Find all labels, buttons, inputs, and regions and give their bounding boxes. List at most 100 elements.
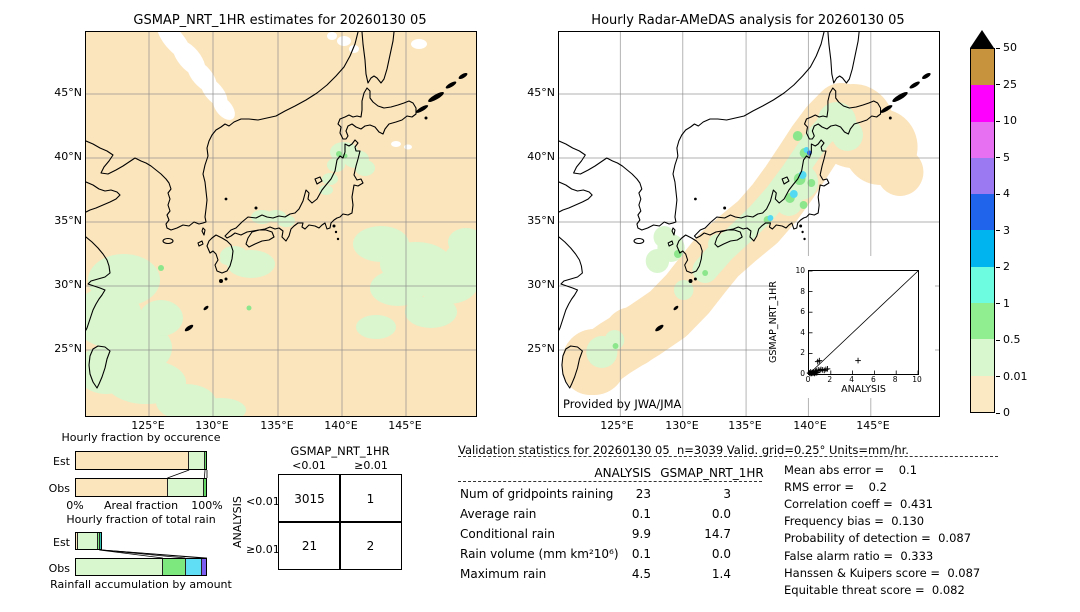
right-map-lon-label: 130°E	[665, 419, 699, 432]
totalrain-est-label: Est	[53, 536, 70, 549]
contingency-table: 3015 1 21 2	[278, 474, 402, 570]
stats-analysis-value: 9.9	[631, 527, 651, 541]
left-map-lon-label: 125°E	[131, 419, 165, 432]
bar-segment	[76, 479, 167, 496]
left-map-title: GSMAP_NRT_1HR estimates for 20260130 05	[133, 13, 427, 28]
right-map-lon-label: 145°E	[856, 419, 890, 432]
left-map-lat-label: 35°N	[54, 214, 82, 227]
colorbar-tick	[996, 84, 1000, 85]
bar-segment	[167, 479, 204, 496]
contingency-row-label-ge: ≥0.01	[246, 543, 280, 556]
stats-analysis-value: 0.1	[631, 507, 651, 521]
occurrence-obs-label: Obs	[48, 482, 70, 495]
inset-xlabel: ANALYSIS	[841, 384, 886, 395]
left-map-rain-patches	[74, 142, 486, 422]
left-map-lat-label: 30°N	[54, 278, 82, 291]
totalrain-xaxis-label: Rainfall accumulation by amount	[50, 578, 232, 591]
left-map-lon-label: 140°E	[324, 419, 358, 432]
stats-title: Validation statistics for 20260130 05 n=…	[458, 443, 909, 457]
score-line: Hanssen & Kuipers score = 0.087	[784, 566, 981, 580]
contingency-col-group: GSMAP_NRT_1HR	[290, 444, 390, 458]
colorbar-tick	[996, 376, 1000, 377]
occurrence-xaxis-label: Areal fraction	[103, 499, 179, 512]
right-map-lon-label: 140°E	[793, 419, 827, 432]
stats-analysis-value: 0.1	[631, 547, 651, 561]
inset-ytick-label: 2	[800, 348, 805, 358]
inset-ytick-label: 0	[800, 369, 805, 378]
score-line: False alarm ratio = 0.333	[784, 549, 934, 563]
colorbar-tick-label: 3	[1003, 223, 1010, 237]
occurrence-obs-bar	[75, 478, 207, 497]
map-credit: Provided by JWA/JMA	[563, 397, 682, 411]
colorbar-tick	[996, 266, 1000, 268]
colorbar-tick	[996, 47, 1000, 49]
right-map-lon-label: 135°E	[728, 419, 762, 432]
colorbar-tick-label: 4	[1003, 187, 1010, 200]
colorbar-tick-label: 0	[1003, 406, 1010, 419]
totalrain-obs-bar	[75, 558, 207, 576]
inset-ytick-label: 6	[800, 307, 805, 317]
stats-divider-mid	[458, 481, 762, 482]
bar-segment	[97, 533, 100, 549]
left-map-canvas	[74, 20, 486, 422]
colorbar-tick-label: 1	[1003, 296, 1010, 310]
stats-gsmap-value: 14.7	[704, 527, 731, 541]
occurrence-connectors	[167, 469, 208, 479]
colorbar-tick	[996, 120, 1000, 122]
colorbar-tick-label: 0.5	[1003, 333, 1021, 346]
inset-xtick-label: 6	[871, 375, 876, 384]
colorbar-overflow-triangle	[970, 30, 994, 48]
bar-segment	[162, 559, 185, 575]
bar-segment	[184, 559, 201, 575]
right-map-canvas	[558, 31, 940, 417]
colorbar-tick-label: 2	[1003, 260, 1010, 273]
score-line: RMS error = 0.2	[784, 480, 887, 494]
colorbar-segment	[971, 266, 994, 304]
left-map-lat-label: 40°N	[54, 150, 82, 163]
score-line: Probability of detection = 0.087	[784, 531, 972, 545]
inset-xtick-label: 2	[827, 375, 833, 384]
right-map-lat-label: 45°N	[527, 86, 555, 99]
inset-plot	[806, 270, 919, 377]
occurrence-x0-label: 0%	[66, 499, 84, 512]
colorbar-segment	[971, 121, 994, 158]
colorbar-segment	[971, 230, 994, 267]
left-map-lat-label: 25°N	[54, 342, 82, 355]
inset-ylabel: GSMAP_NRT_1HR	[768, 281, 779, 363]
contingency-col-label-ge: ≥0.01	[354, 459, 388, 472]
totalrain-connectors	[99, 549, 208, 559]
score-line: Frequency bias = 0.130	[784, 514, 925, 528]
left-map-lon-label: 145°E	[388, 419, 422, 432]
bar-segment	[76, 452, 189, 469]
left-map-lat-label: 45°N	[54, 86, 82, 99]
stats-row-label: Conditional rain	[460, 527, 555, 541]
score-line: Correlation coeff = 0.431	[784, 497, 933, 511]
bar-segment	[76, 533, 78, 549]
stats-gsmap-value: 3	[723, 487, 731, 501]
inset-svg	[806, 270, 919, 377]
contingency-cell-hits-none: 3015	[294, 491, 325, 506]
left-map-lon-label: 135°E	[260, 419, 294, 432]
bar-segment	[99, 533, 102, 549]
inset-xtick-label: 10	[912, 375, 922, 384]
bar-segment	[203, 479, 206, 496]
colorbar-segment	[971, 303, 994, 340]
contingency-row-group: ANALYSIS	[231, 496, 244, 548]
stats-col-header-gsmap: GSMAP_NRT_1HR	[660, 466, 764, 480]
stats-col-header-analysis: ANALYSIS	[594, 466, 651, 480]
colorbar-segment	[971, 157, 994, 195]
left-map-nodata-patches	[156, 20, 427, 150]
inset-xtick-label: 0	[805, 375, 811, 384]
inset-ytick-label: 4	[800, 327, 805, 337]
inset-xtick-label: 4	[849, 375, 854, 384]
totalrain-title: Hourly fraction of total rain	[66, 513, 216, 526]
colorbar-tick-label: 25	[1003, 77, 1017, 91]
stats-gsmap-value: 1.4	[711, 567, 731, 581]
contingency-cell-hits: 2	[366, 538, 375, 553]
stats-row-label: Maximum rain	[460, 567, 547, 581]
colorbar-segment	[971, 339, 994, 376]
contingency-col-label-lt: <0.01	[292, 459, 326, 472]
bar-segment	[188, 452, 205, 469]
inset-ytick-label: 10	[795, 266, 805, 275]
